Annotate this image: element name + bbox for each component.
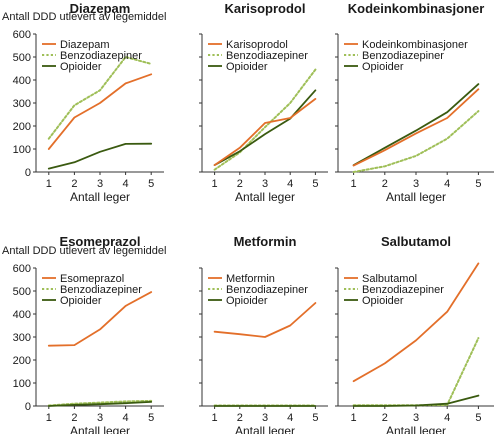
series-line-opioider xyxy=(47,400,153,407)
y-tick-label: 400 xyxy=(13,309,31,321)
legend-label: Diazepam xyxy=(60,39,110,51)
x-tick-label: 1 xyxy=(212,412,218,424)
series-line-benzodiazepiner xyxy=(213,68,317,171)
x-tick-label: 3 xyxy=(262,412,268,424)
legend-label: Opioider xyxy=(362,295,404,307)
series-line-benzodiazepiner xyxy=(352,110,480,173)
series-line-benzodiazepiner xyxy=(47,399,153,407)
x-tick-label: 1 xyxy=(46,178,52,190)
x-tick-label: 2 xyxy=(382,412,388,424)
y-axis-label: Antall DDD utlevert av legemiddel xyxy=(2,245,166,257)
x-tick-label: 4 xyxy=(287,412,293,424)
series-line-diazepam xyxy=(47,73,153,150)
x-tick-label: 1 xyxy=(212,178,218,190)
x-tick-label: 4 xyxy=(287,178,293,190)
series-line-opioider xyxy=(213,89,317,167)
y-tick-label: 200 xyxy=(13,121,31,133)
y-tick-label: 500 xyxy=(13,52,31,64)
series-line-metformin xyxy=(213,302,317,338)
y-tick-label: 600 xyxy=(13,263,31,275)
legend-label: Benzodiazepiner xyxy=(362,50,444,62)
y-tick-label: 0 xyxy=(25,167,31,179)
x-tick-label: 3 xyxy=(97,412,103,424)
legend-label: Benzodiazepiner xyxy=(60,284,142,296)
legend-label: Opioider xyxy=(226,295,268,307)
y-tick-label: 300 xyxy=(13,98,31,110)
panel-title: Diazepam xyxy=(70,1,131,16)
series-line-opioider xyxy=(47,142,153,170)
x-tick-label: 4 xyxy=(123,412,129,424)
legend-label: Benzodiazepiner xyxy=(60,50,142,62)
x-tick-label: 2 xyxy=(71,178,77,190)
x-tick-label: 3 xyxy=(413,412,419,424)
x-tick-label: 5 xyxy=(148,178,154,190)
y-tick-label: 500 xyxy=(13,286,31,298)
x-tick-label: 5 xyxy=(312,412,318,424)
legend-label: Metformin xyxy=(226,273,275,285)
panel-title: Salbutamol xyxy=(381,234,451,249)
x-tick-label: 5 xyxy=(312,178,318,190)
x-tick-label: 5 xyxy=(475,178,481,190)
panel-title: Kodeinkombinasjoner xyxy=(348,1,485,16)
x-tick-label: 2 xyxy=(71,412,77,424)
series-line-karisoprodol xyxy=(213,98,317,167)
x-tick-label: 5 xyxy=(148,412,154,424)
x-tick-label: 1 xyxy=(46,412,52,424)
x-tick-label: 1 xyxy=(351,178,357,190)
legend-label: Kodeinkombinasjoner xyxy=(362,39,468,51)
panel-title: Metformin xyxy=(234,234,297,249)
y-tick-label: 600 xyxy=(13,29,31,41)
x-axis-label: Antall leger xyxy=(70,190,130,204)
panel-title: Karisoprodol xyxy=(225,1,306,16)
x-axis-label: Antall leger xyxy=(235,424,295,434)
series-line-salbutamol xyxy=(352,262,480,383)
series-line-esomeprazol xyxy=(47,291,153,347)
legend-label: Esomeprazol xyxy=(60,273,124,285)
legend-label: Opioider xyxy=(226,61,268,73)
x-axis-label: Antall leger xyxy=(386,190,446,204)
legend-label: Karisoprodol xyxy=(226,39,288,51)
x-tick-label: 2 xyxy=(382,178,388,190)
series-line-kodeinkombinasjoner xyxy=(352,88,480,167)
x-tick-label: 3 xyxy=(262,178,268,190)
y-tick-label: 400 xyxy=(13,75,31,87)
x-tick-label: 2 xyxy=(237,412,243,424)
legend-label: Benzodiazepiner xyxy=(362,284,444,296)
legend-label: Benzodiazepiner xyxy=(226,284,308,296)
panel-title: Esomeprazol xyxy=(60,234,141,249)
legend-label: Opioider xyxy=(362,61,404,73)
x-axis-label: Antall leger xyxy=(235,190,295,204)
y-tick-label: 100 xyxy=(13,144,31,156)
x-tick-label: 4 xyxy=(444,412,450,424)
y-tick-label: 200 xyxy=(13,355,31,367)
x-tick-label: 4 xyxy=(123,178,129,190)
x-tick-label: 3 xyxy=(413,178,419,190)
series-line-benzodiazepiner xyxy=(47,56,153,140)
series-line-opioider xyxy=(352,394,480,407)
x-tick-label: 3 xyxy=(97,178,103,190)
x-tick-label: 5 xyxy=(475,412,481,424)
x-tick-label: 2 xyxy=(237,178,243,190)
x-tick-label: 4 xyxy=(444,178,450,190)
series-line-benzodiazepiner xyxy=(352,337,480,407)
x-axis-label: Antall leger xyxy=(70,424,130,434)
x-tick-label: 1 xyxy=(351,412,357,424)
legend-label: Opioider xyxy=(60,61,102,73)
y-tick-label: 0 xyxy=(25,401,31,413)
legend-label: Opioider xyxy=(60,295,102,307)
y-tick-label: 100 xyxy=(13,378,31,390)
y-tick-label: 300 xyxy=(13,332,31,344)
legend-label: Benzodiazepiner xyxy=(226,50,308,62)
x-axis-label: Antall leger xyxy=(386,424,446,434)
y-axis-label: Antall DDD utlevert av legemiddel xyxy=(2,11,166,23)
legend-label: Salbutamol xyxy=(362,273,417,285)
series-line-opioider xyxy=(352,83,480,167)
